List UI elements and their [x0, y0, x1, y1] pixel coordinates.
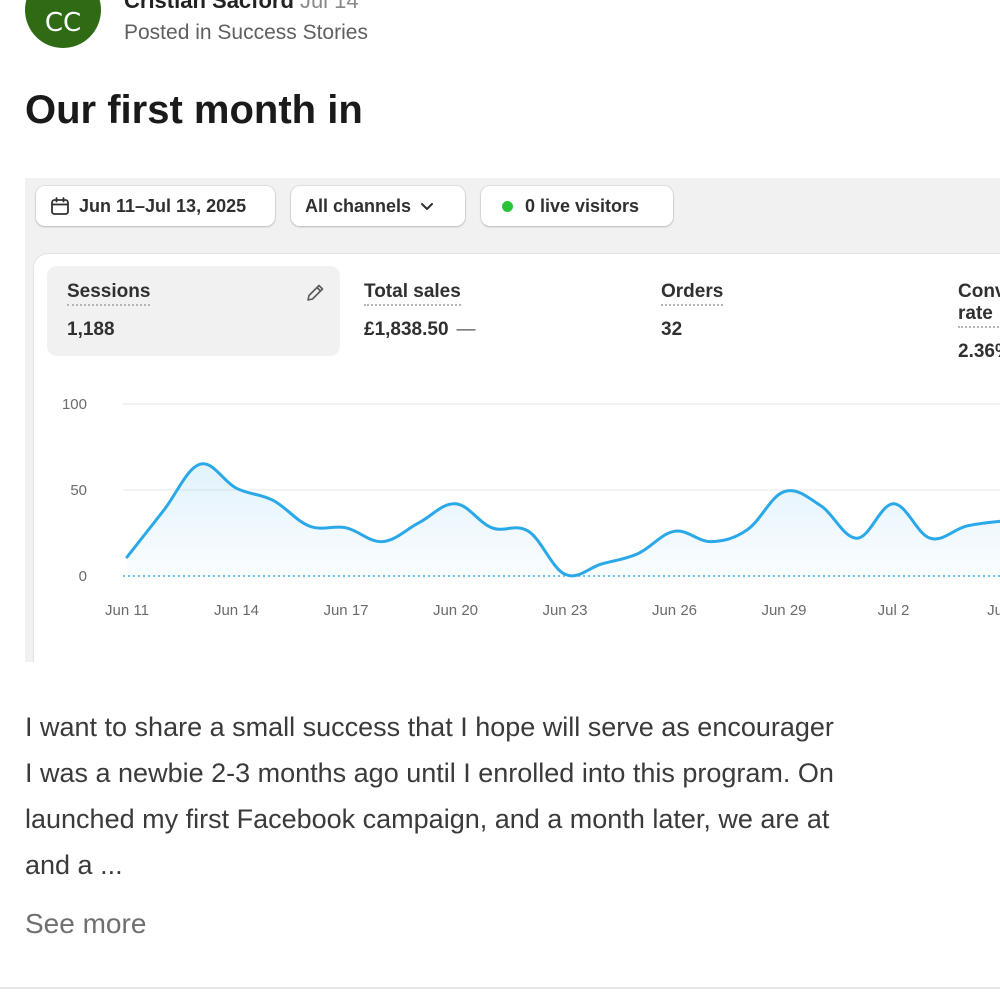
- series-line: [125, 462, 1000, 578]
- data-point: [161, 508, 167, 514]
- data-point: [672, 528, 678, 534]
- post-body-line: launched my first Facebook campaign, and…: [25, 804, 830, 834]
- x-tick-label: Jun 23: [542, 602, 587, 619]
- post-body-line: I want to share a small success that I h…: [25, 712, 834, 742]
- y-tick-label: 50: [70, 482, 87, 499]
- data-point: [234, 485, 240, 491]
- metric-value: £1,838.50 —: [364, 319, 476, 341]
- data-point: [964, 523, 970, 529]
- post-date: Jul 14: [299, 0, 359, 13]
- avatar-initials: CC: [44, 8, 82, 38]
- date-range-button: Jun 11–Jul 13, 2025: [36, 186, 275, 226]
- metric-label: Sessions: [67, 281, 151, 306]
- x-tick-label: Jun 11: [105, 602, 149, 619]
- post-body[interactable]: I want to share a small success that I h…: [25, 704, 1000, 888]
- author-name-text: Cristian Sacford: [124, 0, 294, 13]
- metric-label: Orders: [661, 281, 724, 306]
- data-point: [927, 535, 933, 541]
- post-body-line: I was a newbie 2-3 months ago until I en…: [25, 758, 834, 788]
- pencil-icon: [307, 284, 324, 301]
- date-range-label: Jun 11–Jul 13, 2025: [79, 195, 247, 216]
- metric-orders: Orders 32: [641, 266, 743, 356]
- data-point: [708, 539, 714, 545]
- data-point: [818, 502, 824, 508]
- x-tick-label: Jun 29: [761, 602, 806, 619]
- data-point: [891, 501, 897, 507]
- data-point: [380, 539, 386, 545]
- x-tick-label: Jul 5: [987, 602, 1000, 619]
- data-point: [562, 571, 568, 577]
- metric-total-sales: Total sales £1,838.50 —: [344, 266, 496, 356]
- channels-dropdown: All channels: [291, 186, 465, 226]
- data-point: [124, 554, 130, 560]
- post-title[interactable]: Our first month in: [25, 88, 363, 132]
- metric-value-text: £1,838.50: [364, 319, 449, 340]
- metric-label: Total sales: [364, 281, 461, 306]
- analytics-screenshot[interactable]: Jun 11–Jul 13, 2025 All channels 0 live …: [25, 178, 1000, 662]
- metric-trend: —: [456, 319, 476, 340]
- live-visitors-label: 0 live visitors: [525, 195, 640, 216]
- data-point: [197, 461, 203, 467]
- metric-label: Conversion rate: [958, 281, 1000, 328]
- chevron-down-icon: [421, 203, 434, 210]
- y-tick-label: 0: [79, 568, 87, 585]
- metric-sessions: Sessions 1,188: [47, 266, 340, 356]
- sessions-chart: 100 50 0 Jun 11 Jun 14 Jun 17 Jun 20 Jun 23 Jun …: [62, 396, 1000, 619]
- metric-conversion: Conversion rate 2.36%: [938, 266, 1000, 362]
- author-name[interactable]: Cristian Sacford Jul 14: [124, 0, 359, 14]
- data-point: [307, 523, 313, 529]
- x-tick-label: Jun 20: [433, 602, 478, 619]
- see-more-link[interactable]: See more: [25, 908, 147, 939]
- data-point: [416, 520, 422, 526]
- data-point: [854, 535, 860, 541]
- data-point: [635, 551, 641, 557]
- y-tick-label: 100: [62, 396, 87, 413]
- posted-in-category[interactable]: Posted in Success Stories: [124, 21, 368, 44]
- post-body-line: and a ...: [25, 850, 123, 880]
- metrics-card: Sessions 1,188 Total sales £1,838.50 — Or…: [34, 254, 1000, 662]
- channels-label: All channels: [305, 195, 412, 216]
- data-point: [489, 525, 495, 531]
- data-point: [343, 525, 349, 531]
- live-visitors-button: 0 live visitors: [481, 186, 673, 226]
- live-status-dot: [502, 200, 513, 212]
- metric-value: 1,188: [67, 319, 115, 340]
- metric-value: 32: [661, 319, 683, 340]
- x-tick-label: Jul 2: [878, 602, 910, 619]
- author-avatar[interactable]: CC: [25, 0, 101, 48]
- data-point: [526, 528, 532, 534]
- data-point: [781, 489, 787, 495]
- x-tick-label: Jun 26: [652, 602, 697, 619]
- x-tick-label: Jun 17: [323, 602, 368, 619]
- metric-value: 2.36%: [958, 341, 1000, 362]
- divider: [0, 987, 1000, 989]
- series-area: [127, 463, 1000, 576]
- data-point: [745, 527, 751, 533]
- x-tick-label: Jun 14: [214, 602, 259, 619]
- calendar-icon: [51, 197, 69, 215]
- data-point: [599, 561, 605, 567]
- data-point: [270, 497, 276, 503]
- data-point: [453, 501, 459, 507]
